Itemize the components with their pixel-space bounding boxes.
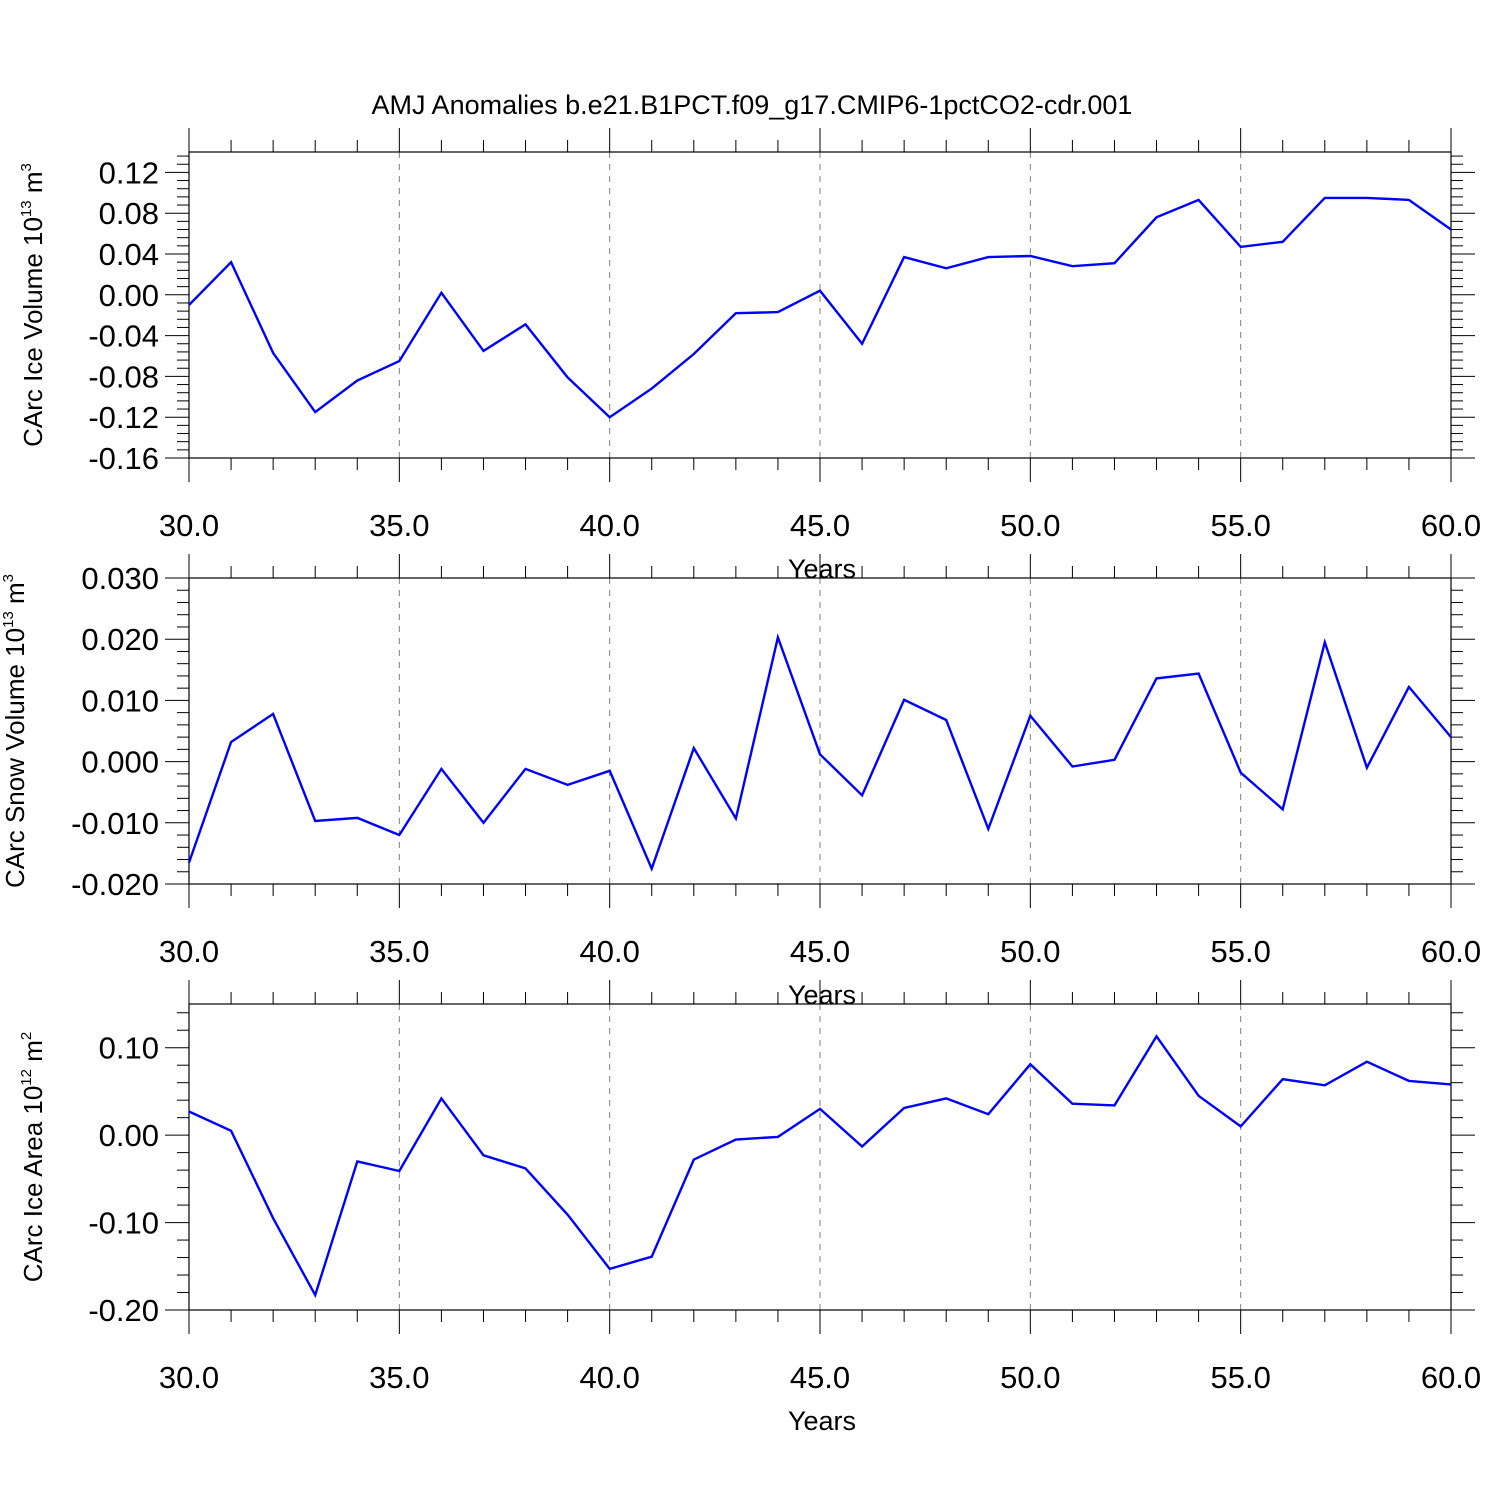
- x-axis-label: Years: [788, 1406, 856, 1436]
- y-label-unit: m: [0, 582, 30, 611]
- chart-panel-1: 30.0 35.0 40.0 45.0 50.0 55.0 60.0 0.12 0.08 0.04…: [18, 128, 1481, 584]
- x-tick-label: 55.0: [1210, 508, 1270, 543]
- y-label-text: CArc Ice Area 10: [18, 1086, 48, 1283]
- x-tick-label: 30.0: [159, 934, 219, 969]
- plots-group: 30.0 35.0 40.0 45.0 50.0 55.0 60.0 0.12 0.08 0.04…: [0, 128, 1481, 1436]
- chart-panel-2: 30.0 35.0 40.0 45.0 50.0 55.0 60.0 0.030 0.020 0.…: [0, 554, 1481, 1010]
- y-tick-label: 0.000: [81, 745, 159, 780]
- x-tick-label: 60.0: [1421, 934, 1481, 969]
- y-tick-label: -0.04: [88, 319, 159, 354]
- x-tick-label: 35.0: [369, 508, 429, 543]
- y-tick-label: -0.10: [88, 1206, 159, 1241]
- y-tick-label: 0.020: [81, 622, 159, 657]
- y-tick-label: 0.00: [99, 1118, 159, 1153]
- y-tick-label: 0.010: [81, 683, 159, 718]
- y-tick-label: -0.20: [88, 1293, 159, 1328]
- y-label-unit-exponent: 3: [18, 163, 35, 171]
- x-tick-label: 40.0: [579, 934, 639, 969]
- y-tick-label: 0.00: [99, 278, 159, 313]
- y-tick-label: 0.04: [99, 237, 159, 272]
- plot-frame: [188, 577, 1452, 885]
- x-tick-label: 45.0: [790, 508, 850, 543]
- x-axis-label: Years: [788, 554, 856, 584]
- y-tick-label: -0.020: [71, 867, 159, 902]
- x-tick-label: 45.0: [790, 1360, 850, 1395]
- y-tick-label: -0.12: [88, 400, 159, 435]
- y-label-text: CArc Snow Volume 10: [0, 628, 30, 888]
- y-label-unit: m: [18, 171, 48, 200]
- plot-frame: [188, 1003, 1452, 1311]
- x-tick-label: 50.0: [1000, 1360, 1060, 1395]
- chart-title: AMJ Anomalies b.e21.B1PCT.f09_g17.CMIP6-…: [372, 90, 1133, 120]
- chart-panel-3: 30.0 35.0 40.0 45.0 50.0 55.0 60.0 0.10 0.00 -0.1…: [18, 980, 1481, 1436]
- y-tick-label: 0.10: [99, 1031, 159, 1066]
- y-label-unit: m: [18, 1040, 48, 1069]
- x-tick-label: 50.0: [1000, 508, 1060, 543]
- plot-frame: [188, 151, 1452, 459]
- x-tick-label: 45.0: [790, 934, 850, 969]
- y-axis-label: CArc Snow Volume 1013 m3: [0, 574, 30, 888]
- y-tick-label: -0.010: [71, 806, 159, 841]
- y-tick-label: 0.030: [81, 561, 159, 596]
- y-axis-label: CArc Ice Area 1012 m2: [18, 1032, 48, 1282]
- x-tick-label: 35.0: [369, 1360, 429, 1395]
- y-tick-label: 0.08: [99, 196, 159, 231]
- data-series-line: [187, 633, 1452, 873]
- x-tick-label: 40.0: [579, 508, 639, 543]
- y-tick-label: 0.12: [99, 155, 159, 190]
- y-axis-label: CArc Ice Volume 1013 m3: [18, 163, 48, 447]
- y-tick-label: -0.16: [88, 441, 159, 476]
- x-tick-label: 35.0: [369, 934, 429, 969]
- y-label-unit-exponent: 2: [18, 1032, 35, 1040]
- x-tick-label: 55.0: [1210, 934, 1270, 969]
- y-label-exponent: 13: [0, 611, 17, 628]
- data-series-line: [188, 1034, 1452, 1299]
- x-tick-label: 50.0: [1000, 934, 1060, 969]
- y-label-exponent: 13: [18, 200, 35, 217]
- x-tick-label: 40.0: [579, 1360, 639, 1395]
- x-tick-label: 55.0: [1210, 1360, 1270, 1395]
- x-tick-label: 60.0: [1421, 1360, 1481, 1395]
- x-tick-label: 60.0: [1421, 508, 1481, 543]
- y-label-unit-exponent: 3: [0, 574, 17, 582]
- x-axis-label: Years: [788, 980, 856, 1010]
- x-tick-label: 30.0: [159, 508, 219, 543]
- y-tick-label: -0.08: [88, 359, 159, 394]
- x-tick-label: 30.0: [159, 1360, 219, 1395]
- y-label-text: CArc Ice Volume 10: [18, 217, 48, 447]
- data-series-line: [188, 196, 1452, 419]
- y-label-exponent: 12: [18, 1069, 35, 1086]
